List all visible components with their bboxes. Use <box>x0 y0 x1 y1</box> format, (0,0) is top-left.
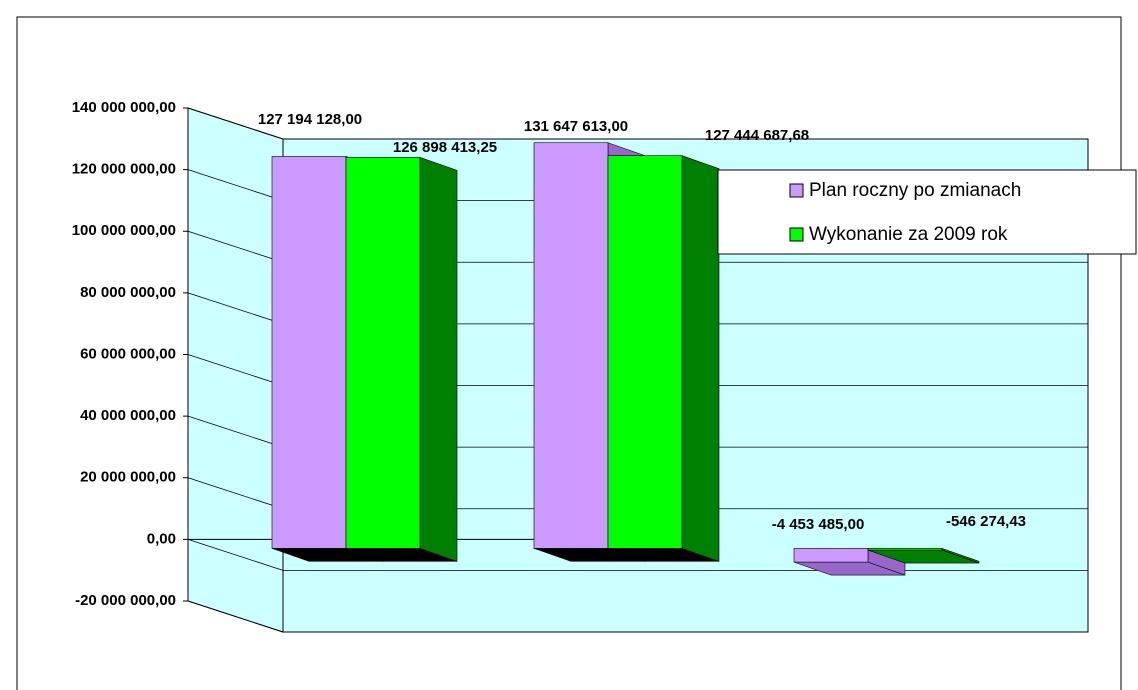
plot: -20 000 000,00 0,00 20 000 000,00 40 000 00… <box>72 99 1137 633</box>
bar <box>867 548 943 551</box>
grid-line <box>187 230 284 263</box>
grid-line <box>187 600 284 633</box>
grid-line <box>187 415 284 448</box>
grid-line <box>187 354 284 386</box>
bar <box>607 155 683 549</box>
y-tick-label: 80 000 000,00 <box>80 284 176 301</box>
bar <box>533 142 609 549</box>
data-label: 126 898 413,25 <box>393 139 497 156</box>
bar <box>345 157 421 549</box>
y-tick-label: 0,00 <box>147 530 176 547</box>
legend-label: Wykonanie za 2009 rok <box>809 224 1008 245</box>
y-tick-label: 120 000 000,00 <box>72 161 176 178</box>
y-tick-label: 60 000 000,00 <box>80 345 176 362</box>
legend <box>717 169 1137 255</box>
data-label: 127 194 128,00 <box>258 111 362 128</box>
y-tick-label: 140 000 000,00 <box>72 99 176 116</box>
grid-line <box>187 538 284 571</box>
grid-line <box>187 292 284 325</box>
grid-line <box>187 107 284 140</box>
bar-side <box>419 156 458 562</box>
legend-swatch <box>789 183 804 198</box>
y-tick-label: 40 000 000,00 <box>80 407 176 424</box>
bar <box>793 548 869 563</box>
bar-side <box>681 155 720 562</box>
grid-line <box>187 169 284 202</box>
grid-line <box>187 477 284 510</box>
legend-swatch <box>789 227 804 242</box>
data-label: 127 444 687,68 <box>705 127 809 144</box>
y-tick-label: 20 000 000,00 <box>80 469 176 486</box>
data-label: 131 647 613,00 <box>524 118 628 135</box>
y-tick-label: -20 000 000,00 <box>75 592 176 609</box>
bar <box>271 156 347 549</box>
legend-label: Plan roczny po zmianach <box>809 180 1021 201</box>
y-tick-label: 100 000 000,00 <box>72 222 176 239</box>
data-label: -4 453 485,00 <box>772 516 865 533</box>
data-label: -546 274,43 <box>946 513 1026 530</box>
